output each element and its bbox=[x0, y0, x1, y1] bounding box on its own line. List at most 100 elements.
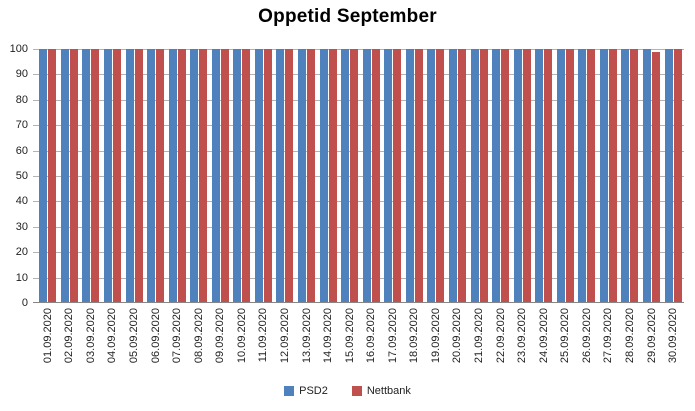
bar-nettbank bbox=[112, 49, 121, 303]
bar-group bbox=[490, 49, 512, 303]
bar-group bbox=[598, 49, 620, 303]
bar-psd2 bbox=[470, 49, 479, 303]
x-tick-label: 11.09.2020 bbox=[257, 308, 270, 363]
bar-nettbank bbox=[242, 49, 251, 303]
bar-group bbox=[102, 49, 124, 303]
bar-psd2 bbox=[168, 49, 177, 303]
gridlines bbox=[33, 49, 684, 303]
x-tick-label: 21.09.2020 bbox=[473, 308, 486, 364]
plot-area bbox=[33, 49, 684, 303]
bar-nettbank bbox=[91, 49, 100, 303]
x-tick-cell: 07.09.2020 bbox=[166, 308, 188, 378]
bar-nettbank bbox=[522, 49, 531, 303]
bar-psd2 bbox=[147, 49, 156, 303]
bar-group bbox=[188, 49, 210, 303]
y-tick-label: 30 bbox=[15, 220, 28, 233]
y-tick-label: 100 bbox=[9, 43, 28, 55]
bar-nettbank bbox=[587, 49, 596, 303]
bar-group bbox=[382, 49, 404, 303]
bar-group bbox=[619, 49, 641, 303]
x-tick-label: 20.09.2020 bbox=[451, 308, 464, 364]
bar-group bbox=[166, 49, 188, 303]
legend-label: Nettbank bbox=[366, 385, 411, 397]
x-tick-cell: 23.09.2020 bbox=[511, 308, 533, 378]
y-tick-label: 0 bbox=[21, 297, 28, 309]
bar-psd2 bbox=[599, 49, 608, 303]
x-tick-label: 04.09.2020 bbox=[106, 308, 119, 364]
bar-nettbank bbox=[285, 49, 294, 303]
legend-swatch-icon bbox=[284, 386, 295, 396]
x-tick-label: 24.09.2020 bbox=[537, 308, 550, 364]
chart-title: Oppetid September bbox=[258, 6, 437, 27]
x-tick-label: 18.09.2020 bbox=[408, 308, 421, 364]
x-tick-cell: 06.09.2020 bbox=[145, 308, 167, 378]
legend-item-nettbank: Nettbank bbox=[351, 385, 411, 397]
bar-psd2 bbox=[621, 49, 630, 303]
bar-nettbank bbox=[479, 49, 488, 303]
x-tick-label: 25.09.2020 bbox=[559, 308, 572, 364]
bar-psd2 bbox=[578, 49, 587, 303]
x-axis-labels: 01.09.2020 02.09.2020 03.09.2020 04.09.2020… bbox=[37, 308, 684, 378]
legend: PSD2 Nettbank bbox=[0, 385, 695, 397]
bar-nettbank bbox=[156, 49, 165, 303]
bar-psd2 bbox=[254, 49, 263, 303]
gridline bbox=[33, 49, 684, 50]
bar-nettbank bbox=[457, 49, 466, 303]
x-tick-cell: 25.09.2020 bbox=[555, 308, 577, 378]
bar-psd2 bbox=[125, 49, 134, 303]
y-tick-label: 90 bbox=[15, 68, 28, 81]
bars bbox=[37, 49, 684, 303]
bar-group bbox=[511, 49, 533, 303]
bar-group bbox=[210, 49, 232, 303]
bar-psd2 bbox=[233, 49, 242, 303]
bar-group bbox=[641, 49, 663, 303]
gridline bbox=[33, 226, 684, 228]
y-tick-label: 70 bbox=[15, 119, 28, 132]
bar-group bbox=[253, 49, 275, 303]
x-tick-label: 14.09.2020 bbox=[322, 308, 335, 364]
bar-group bbox=[317, 49, 339, 303]
x-tick-label: 07.09.2020 bbox=[171, 308, 184, 364]
bar-nettbank bbox=[350, 49, 359, 303]
bar-psd2 bbox=[362, 49, 371, 303]
x-tick-cell: 05.09.2020 bbox=[123, 308, 145, 378]
x-tick-label: 02.09.2020 bbox=[63, 308, 76, 364]
x-tick-label: 09.09.2020 bbox=[214, 308, 227, 364]
x-tick-label: 13.09.2020 bbox=[300, 308, 313, 364]
bar-psd2 bbox=[513, 49, 522, 303]
x-tick-label: 03.09.2020 bbox=[84, 308, 97, 364]
x-tick-cell: 10.09.2020 bbox=[231, 308, 253, 378]
gridline bbox=[33, 201, 684, 203]
bar-group bbox=[231, 49, 253, 303]
bar-psd2 bbox=[82, 49, 91, 303]
bar-nettbank bbox=[48, 49, 57, 303]
bar-nettbank bbox=[436, 49, 445, 303]
bar-nettbank bbox=[673, 49, 682, 303]
x-tick-label: 05.09.2020 bbox=[128, 308, 141, 364]
y-tick-label: 50 bbox=[15, 170, 28, 182]
bar-group bbox=[339, 49, 361, 303]
bar-psd2 bbox=[39, 49, 48, 303]
bar-nettbank bbox=[220, 49, 229, 303]
bar-nettbank bbox=[307, 49, 316, 303]
x-tick-cell: 01.09.2020 bbox=[37, 308, 59, 378]
legend-item-psd2: PSD2 bbox=[284, 385, 328, 397]
x-tick-cell: 24.09.2020 bbox=[533, 308, 555, 378]
bar-group bbox=[145, 49, 167, 303]
bar-psd2 bbox=[427, 49, 436, 303]
bar-nettbank bbox=[501, 49, 510, 303]
bar-psd2 bbox=[384, 49, 393, 303]
bar-group bbox=[425, 49, 447, 303]
y-tick-label: 60 bbox=[15, 144, 28, 157]
x-tick-cell: 18.09.2020 bbox=[404, 308, 426, 378]
bar-group bbox=[360, 49, 382, 303]
bar-psd2 bbox=[60, 49, 69, 303]
bar-psd2 bbox=[664, 49, 673, 303]
gridline bbox=[33, 252, 684, 254]
bar-psd2 bbox=[405, 49, 414, 303]
bar-psd2 bbox=[298, 49, 307, 303]
y-axis-labels: 0 10 20 30 40 50 60 70 80 90 100 bbox=[0, 43, 31, 309]
x-tick-cell: 17.09.2020 bbox=[382, 308, 404, 378]
bar-psd2 bbox=[643, 49, 652, 303]
